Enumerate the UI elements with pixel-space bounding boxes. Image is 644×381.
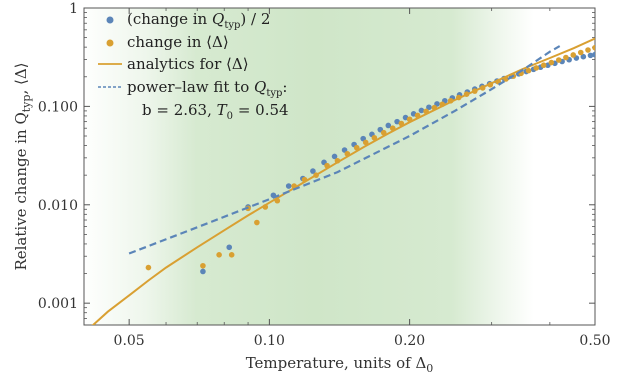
legend-label-part: : <box>282 78 287 96</box>
power-law-fit-line <box>128 45 561 255</box>
data-point-series-1 <box>362 139 369 146</box>
data-point-series-1 <box>200 262 206 269</box>
legend-label-part: analytics for ⟨Δ⟩ <box>127 55 249 73</box>
legend-label-part: typ <box>224 20 240 31</box>
x-tick-label: 0.05 <box>114 333 145 349</box>
data-point-series-0 <box>200 268 206 275</box>
legend-label-part: (change in <box>127 10 212 28</box>
data-point-series-0 <box>385 122 392 129</box>
legend-label-part: 0 <box>227 111 233 122</box>
y-tick-label: 0.010 <box>38 198 78 214</box>
legend-label-part: power–law fit to <box>127 78 254 96</box>
data-point-series-1 <box>555 57 562 63</box>
legend-label: change in ⟨Δ⟩ <box>127 33 229 51</box>
data-point-series-0 <box>394 118 400 125</box>
data-point-series-0 <box>426 104 432 111</box>
axes-frame <box>83 7 596 326</box>
data-point-series-1 <box>371 134 378 141</box>
y-tick-label: 1 <box>69 1 78 17</box>
data-point-series-1 <box>563 54 569 61</box>
data-point-series-1 <box>353 144 360 151</box>
data-point-series-1 <box>533 65 540 71</box>
data-point-series-0 <box>418 107 425 114</box>
legend-label-part: = 0.54 <box>233 101 289 119</box>
legend-label-part: Q <box>254 78 266 96</box>
y-axis-title-tail: , ⟨Δ⟩ <box>12 62 30 94</box>
y-axis-title-subscript: typ <box>20 95 33 113</box>
data-point-series-0 <box>592 51 595 58</box>
legend-label: b = 2.63, T0 = 0.54 <box>142 101 289 122</box>
data-point-series-0 <box>226 244 233 251</box>
legend-label-part: Q <box>212 10 224 28</box>
legend-label-part: T <box>217 101 228 119</box>
data-point-series-0 <box>285 183 292 189</box>
legend-label-part: typ <box>266 88 282 99</box>
analytics-line <box>91 37 595 325</box>
data-point-series-0 <box>587 52 594 59</box>
data-point-series-0 <box>331 153 338 160</box>
axis-ticks: 0.05 0.10 0.20 0.50 0.001 0.010 0.100 1 <box>38 1 611 349</box>
legend-label: analytics for ⟨Δ⟩ <box>127 55 249 73</box>
x-axis-title: Temperature, units of Δ0 <box>246 354 434 375</box>
legend-marker <box>106 39 114 47</box>
data-point-series-0 <box>580 53 587 60</box>
data-point-series-1 <box>145 264 152 271</box>
x-tick-label: 0.10 <box>254 333 285 349</box>
y-tick-label: 0.001 <box>38 296 78 312</box>
x-tick-label: 0.50 <box>579 333 610 349</box>
plot-frame <box>83 7 596 326</box>
data-point-series-1 <box>216 252 222 258</box>
y-axis-title-text: Relative change in Q <box>12 112 30 270</box>
data-point-series-1 <box>228 252 235 258</box>
x-axis-title-text: Temperature, units of Δ <box>246 354 427 372</box>
legend-label-part: b = 2.63, <box>142 101 217 119</box>
data-layer <box>91 37 595 325</box>
legend-marker <box>106 16 114 24</box>
legend-label-part: change in ⟨Δ⟩ <box>127 33 229 51</box>
plot-background <box>84 8 595 325</box>
data-point-series-0 <box>310 168 316 174</box>
y-axis-title: Relative change in Qtyp, ⟨Δ⟩ <box>12 62 33 270</box>
legend-label: (change in Qtyp) / 2 <box>127 10 270 31</box>
y-tick-label: 0.100 <box>38 99 78 115</box>
x-axis-title-subscript: 0 <box>426 362 433 375</box>
data-point-series-1 <box>525 67 532 74</box>
data-point-series-1 <box>585 47 591 53</box>
data-point-series-1 <box>570 52 577 58</box>
data-point-series-1 <box>577 49 584 56</box>
x-tick-label: 0.20 <box>394 333 425 349</box>
data-point-series-1 <box>540 62 547 69</box>
data-point-series-1 <box>592 44 595 51</box>
data-point-series-1 <box>548 59 555 66</box>
legend-label-part: ) / 2 <box>240 10 270 28</box>
data-point-series-1 <box>254 219 260 226</box>
legend-label: power–law fit to Qtyp: <box>127 78 287 99</box>
